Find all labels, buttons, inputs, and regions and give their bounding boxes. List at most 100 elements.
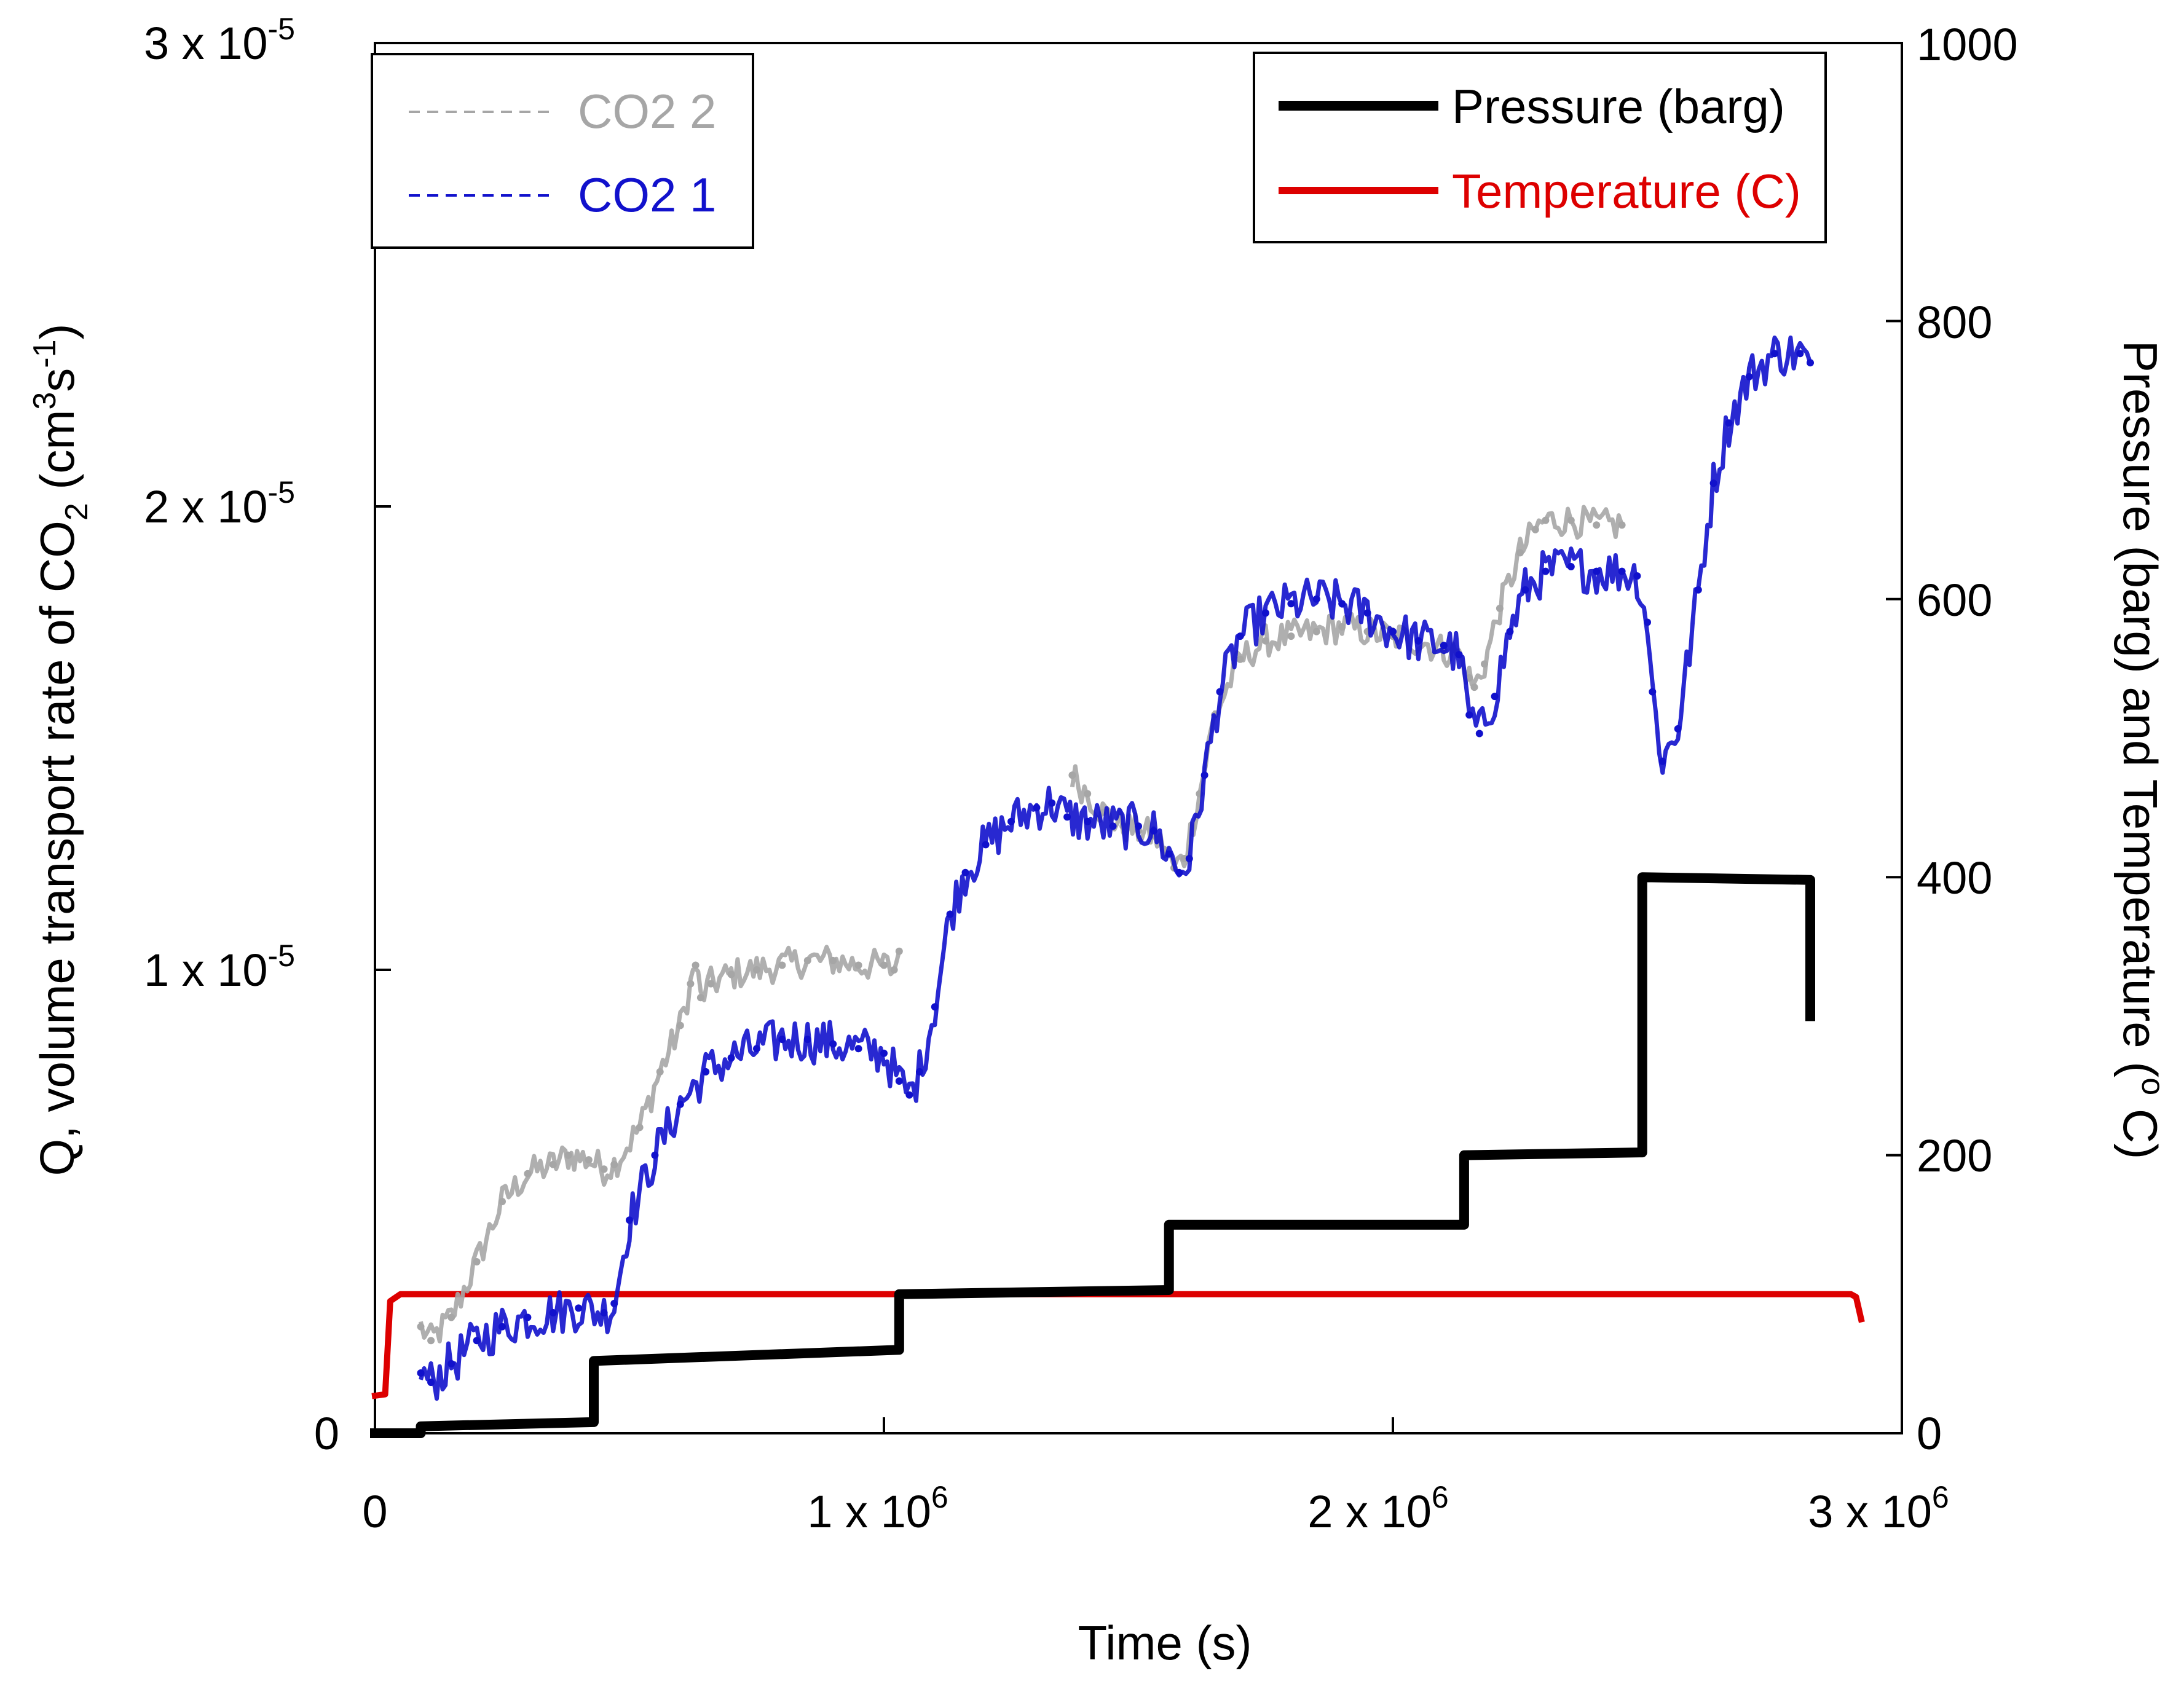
series-point-co2-1-27 — [982, 841, 990, 849]
series-point-co2-2-17 — [707, 980, 715, 988]
series-point-co2-1-65 — [1694, 586, 1702, 594]
series-point-co2-1-11 — [651, 1151, 659, 1159]
series-point-co2-1-24 — [931, 1003, 939, 1011]
series-co2-2 — [417, 945, 903, 1345]
series-point-co2-2-12 — [656, 1068, 664, 1076]
series-point-co2-1-45 — [1338, 600, 1346, 608]
legend-label-co2-1: CO2 1 — [578, 168, 716, 222]
series-point-co2-1-20 — [880, 1049, 888, 1057]
series-line-co2-1 — [419, 335, 1813, 1401]
legend-label-pressure: Pressure (barg) — [1452, 79, 1785, 133]
series-point-co2-2-11 — [636, 1123, 644, 1131]
legend-entry-co2-2: CO2 2 — [409, 84, 716, 138]
series-point-co2-2-7 — [564, 1151, 572, 1159]
series-point-co2-2-segment-2-11 — [1236, 655, 1244, 663]
series-point-co2-1-48 — [1414, 637, 1422, 645]
x-axis-title: Time (s) — [1078, 1616, 1252, 1670]
series-line-pressure-barg — [370, 872, 1815, 1438]
series-point-co2-1-29 — [1033, 804, 1041, 812]
series-point-co2-2-segment-2-1 — [1084, 790, 1092, 798]
series-point-co2-1-21 — [895, 1077, 903, 1085]
series-point-co2-1-38 — [1185, 855, 1193, 862]
series-point-co2-1-47 — [1389, 628, 1397, 635]
series-point-co2-1-14 — [727, 1054, 735, 1062]
series-point-co2-1-59 — [1618, 567, 1626, 575]
series-point-co2-2-2 — [447, 1313, 455, 1321]
series-point-co2-2-segment-2-28 — [1567, 516, 1575, 524]
series-point-co2-2-segment-2-29 — [1593, 521, 1601, 529]
series-point-co2-1-2 — [447, 1359, 455, 1367]
y-right-tick-label-1: 200 — [1917, 1130, 1992, 1181]
x-tick-label-0: 0 — [362, 1486, 387, 1537]
series-point-co2-2-26 — [895, 947, 903, 955]
y-right-tick-label-0: 0 — [1917, 1408, 1942, 1459]
series-co2-1 — [417, 335, 1814, 1401]
series-point-co2-2-14 — [687, 980, 695, 988]
y-right-tick-label-2: 400 — [1917, 852, 1992, 903]
series-point-co2-2-segment-2-0 — [1068, 771, 1076, 779]
series-point-co2-1-71 — [1807, 359, 1814, 367]
y-right-axis-title: Pressure (barg) and Temperature (o C) — [2113, 340, 2170, 1159]
series-point-co2-1-22 — [905, 1091, 913, 1099]
y-left-tick-label-1: 1 x 10-5 — [144, 938, 295, 996]
y-left-tick-label-3: 3 x 10-5 — [144, 12, 295, 69]
series-point-co2-2-segment-2-23 — [1481, 660, 1488, 668]
legend-entry-pressure: Pressure (barg) — [1279, 79, 1785, 133]
legend-right: Pressure (barg) Temperature (C) — [1253, 52, 1827, 243]
series-point-co2-2-10 — [610, 1160, 618, 1168]
series-point-co2-1-66 — [1709, 479, 1717, 487]
series-point-co2-1-41 — [1236, 632, 1244, 640]
series-point-co2-1-44 — [1312, 595, 1320, 603]
series-point-co2-1-56 — [1542, 567, 1550, 575]
series-point-co2-2-3 — [473, 1258, 481, 1265]
series-point-co2-1-49 — [1440, 642, 1448, 650]
series-point-co2-1-4 — [499, 1323, 506, 1331]
series-point-co2-1-68 — [1745, 372, 1753, 380]
series-point-co2-1-31 — [1063, 813, 1071, 821]
series-point-co2-1-50 — [1455, 651, 1463, 659]
ticks-layer — [374, 42, 1903, 1434]
series-point-co2-1-28 — [1007, 817, 1015, 825]
series-point-co2-1-54 — [1506, 628, 1514, 635]
series-point-co2-2-segment-2-27 — [1542, 516, 1550, 524]
series-point-co2-1-52 — [1475, 730, 1483, 738]
series-point-co2-2-21 — [803, 956, 811, 964]
series-point-co2-1-58 — [1593, 567, 1601, 575]
series-point-co2-1-9 — [610, 1299, 618, 1307]
series-point-co2-2-4 — [499, 1198, 506, 1205]
x-tick-label-3: 3 x 106 — [1808, 1480, 1949, 1537]
series-point-co2-2-1 — [427, 1337, 435, 1345]
series-point-co2-1-35 — [1149, 827, 1157, 835]
series-point-co2-2-segment-2-15 — [1338, 623, 1346, 631]
series-point-co2-1-60 — [1633, 572, 1641, 580]
series-point-co2-1-39 — [1200, 771, 1208, 779]
series-point-co2-2-segment-2-14 — [1312, 628, 1320, 635]
legend-label-temperature: Temperature (C) — [1452, 164, 1801, 218]
series-point-co2-1-40 — [1216, 688, 1224, 696]
series-point-co2-1-25 — [946, 910, 954, 918]
y-left-axis-title: Q, volume transport rate of CO2 (cm3s-1) — [27, 323, 95, 1176]
series-point-co2-1-34 — [1135, 822, 1142, 830]
series-point-co2-2-segment-2-30 — [1618, 521, 1626, 529]
series-point-co2-1-10 — [626, 1216, 633, 1224]
series-point-co2-1-7 — [575, 1304, 583, 1312]
series-pressure-barg — [370, 872, 1815, 1438]
series-point-co2-2-24 — [880, 961, 888, 969]
series-point-co2-1-13 — [702, 1068, 710, 1076]
y-left-tick-label-2: 2 x 10-5 — [144, 475, 295, 532]
y-right-tick-label-4: 800 — [1917, 297, 1992, 348]
series-point-co2-2-segment-2-22 — [1470, 683, 1478, 691]
series-point-co2-1-64 — [1674, 725, 1682, 733]
series-point-co2-1-36 — [1165, 850, 1173, 858]
series-point-co2-2-segment-2-25 — [1516, 549, 1524, 557]
series-point-co2-1-67 — [1725, 419, 1733, 427]
series-point-co2-1-8 — [600, 1309, 608, 1316]
legend-entry-co2-1: CO2 1 — [409, 168, 716, 222]
plot-area-frame — [374, 42, 1903, 1434]
series-point-co2-1-15 — [753, 1045, 760, 1053]
series-point-co2-2-5 — [524, 1170, 532, 1178]
series-point-co2-2-9 — [600, 1165, 608, 1173]
legend-right-frame — [1253, 52, 1827, 243]
series-point-co2-1-61 — [1644, 618, 1651, 626]
legend-left-frame — [371, 53, 754, 249]
